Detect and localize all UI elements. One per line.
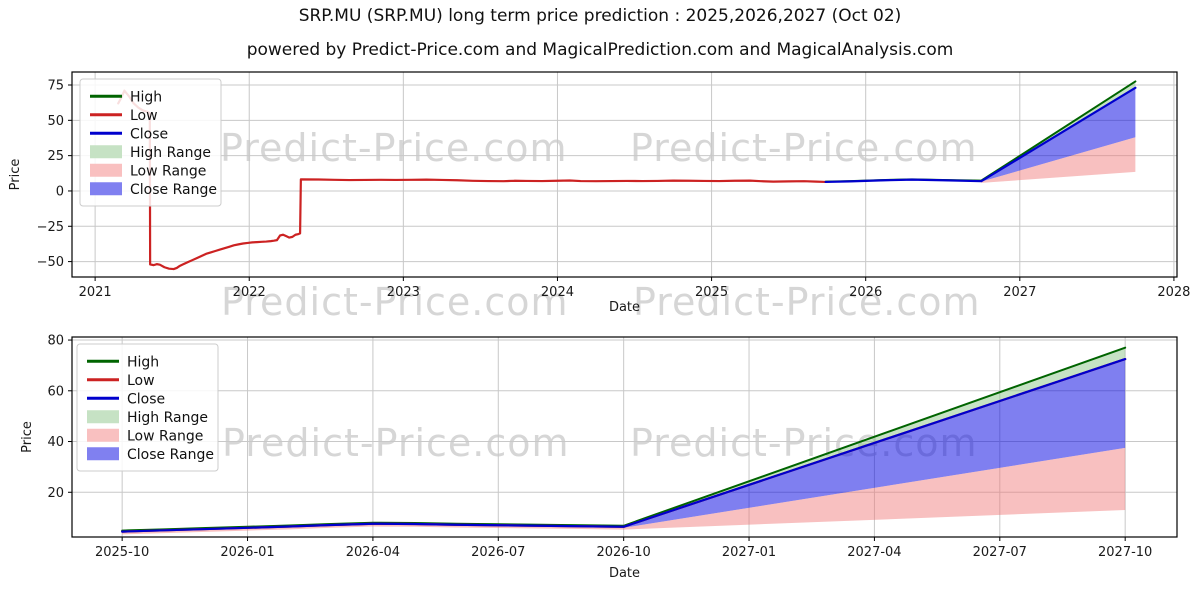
watermark-text: Predict-Price.com <box>630 126 978 170</box>
legend-label: High <box>130 89 162 105</box>
legend: High Low Close High Range Low Range Close Ran… <box>76 343 219 472</box>
x-tick-label: 2021 <box>79 285 112 300</box>
page-subtitle: powered by Predict-Price.com and Magical… <box>246 40 954 60</box>
x-tick-label: 2026-07 <box>471 545 525 560</box>
x-tick-label: 2025 <box>695 285 728 300</box>
low-line <box>117 89 827 271</box>
watermark-text: Predict-Price.com <box>633 280 981 324</box>
x-tick-label: 2023 <box>387 285 420 300</box>
legend-label: Low Range <box>127 428 203 444</box>
x-tick-label: 2027-01 <box>722 545 776 560</box>
x-axis-label: Date <box>609 566 640 581</box>
legend: High Low Close High Range Low Range Close Ran… <box>79 78 222 207</box>
x-tick-label: 2027 <box>1003 285 1036 300</box>
x-tick-label: 2027-04 <box>847 545 901 560</box>
y-tick-label: 80 <box>47 334 64 349</box>
page-title: SRP.MU (SRP.MU) long term price predicti… <box>298 6 902 26</box>
legend-swatch-low-range <box>90 163 122 177</box>
low-range-band <box>122 447 1126 535</box>
legend-label: High <box>127 354 159 370</box>
x-tick-label: 2025-10 <box>95 545 149 560</box>
legend-label: Close Range <box>127 447 214 463</box>
x-tick-label: 2024 <box>541 285 574 300</box>
legend-label: Close Range <box>130 182 217 198</box>
y-tick-label: 40 <box>47 435 64 450</box>
y-tick-label: −25 <box>37 220 64 235</box>
x-tick-label: 2026-10 <box>597 545 651 560</box>
plot-border <box>71 71 1178 278</box>
legend-label: Low <box>127 373 155 389</box>
y-tick-label: 20 <box>47 486 64 501</box>
y-tick-label: 60 <box>47 384 64 399</box>
x-tick-label: 2028 <box>1157 285 1190 300</box>
y-axis-label: Price <box>20 421 35 453</box>
low-range-band <box>981 137 1136 183</box>
close-line <box>121 357 1127 533</box>
x-tick-label: 2026-04 <box>346 545 400 560</box>
legend-swatch-high-range <box>87 410 119 424</box>
x-tick-label: 2027-07 <box>973 545 1027 560</box>
x-tick-label: 2027-10 <box>1098 545 1152 560</box>
close-line <box>824 86 1137 184</box>
watermark-text: Predict-Price.com <box>220 126 568 170</box>
legend-label: High Range <box>130 145 211 161</box>
y-tick-label: 25 <box>47 149 64 164</box>
legend-label: Close <box>127 391 165 407</box>
x-axis-label: Date <box>609 300 640 315</box>
legend-swatch-high-range <box>90 145 122 159</box>
legend-label: Low <box>130 108 158 124</box>
y-tick-label: 0 <box>56 184 64 199</box>
watermark-text: Predict-Price.com <box>222 421 570 465</box>
x-tick-label: 2022 <box>233 285 266 300</box>
legend-swatch-low-range <box>87 428 119 442</box>
plot-border <box>71 336 1178 538</box>
legend-label: Close <box>130 126 168 142</box>
x-tick-label: 2026 <box>849 285 882 300</box>
legend-label: High Range <box>127 410 208 426</box>
long-term-history-and-prediction: 2021 2022 2023 2024 2025 2026 2027 2028 75 50 25 0 −… <box>8 71 1190 315</box>
watermark-text: Predict-Price.com <box>221 280 569 324</box>
legend-label: Low Range <box>130 163 206 179</box>
legend-swatch-close-range <box>90 182 122 196</box>
y-tick-label: 50 <box>47 114 64 129</box>
y-axis-label: Price <box>8 159 23 191</box>
y-tick-label: −50 <box>37 255 64 270</box>
legend-swatch-close-range <box>87 447 119 461</box>
close-range-band <box>122 359 1126 533</box>
prediction-detail: 2025-10 2026-01 2026-04 2026-07 2026-10 2027-… <box>20 334 1178 581</box>
x-tick-label: 2026-01 <box>220 545 274 560</box>
y-tick-label: 75 <box>47 78 64 93</box>
